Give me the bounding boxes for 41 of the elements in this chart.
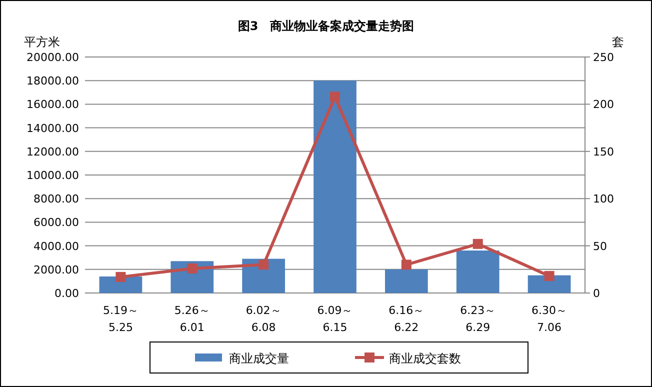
y-tick-label: 12000.00 — [26, 145, 79, 158]
y2-tick-label: 0 — [593, 287, 600, 300]
y-tick-label: 18000.00 — [26, 74, 79, 88]
point — [544, 271, 554, 282]
point — [401, 260, 412, 270]
point — [187, 263, 198, 274]
bar — [314, 80, 356, 293]
y2-tick-label: 100 — [593, 192, 614, 206]
y-axis-title: 平方米 — [24, 35, 60, 49]
chart-title: 图3 商业物业备案成交量走势图 — [238, 19, 414, 33]
point — [258, 260, 269, 270]
y2-tick-label: 150 — [593, 145, 614, 158]
x-tick-label: 6.02～6.08 — [246, 304, 282, 334]
y-tick-label: 14000.00 — [26, 122, 79, 135]
point — [330, 92, 340, 102]
x-tick-label: 5.19～5.25 — [102, 304, 138, 334]
x-tick-label: 6.09～6.15 — [317, 304, 353, 334]
y2-tick-label: 50 — [593, 240, 607, 253]
bar — [456, 250, 500, 293]
bar — [99, 276, 142, 293]
y-tick-label: 20000.00 — [26, 51, 79, 64]
x-tick-label: 6.16～6.22 — [388, 304, 424, 334]
y-tick-label: 2000.00 — [34, 263, 79, 276]
x-tick-label: 5.26～6.01 — [174, 304, 210, 334]
y-tick-label: 6000.00 — [34, 216, 79, 230]
y-tick-label: 0.00 — [54, 287, 79, 300]
y-tick-label: 8000.00 — [34, 192, 79, 206]
legend-label: 商业成交量 — [229, 352, 289, 366]
y2-tick-label: 250 — [593, 51, 614, 64]
point — [116, 272, 126, 282]
y-tick-label: 10000.00 — [26, 169, 79, 182]
legend-label: 商业成交套数 — [389, 352, 461, 366]
x-tick-label: 6.23～6.29 — [460, 304, 496, 334]
y-tick-label: 4000.00 — [34, 240, 79, 253]
y2-axis-title: 套 — [612, 35, 624, 49]
x-tick-label: 6.30～7.06 — [532, 304, 568, 334]
point — [472, 238, 483, 249]
bar — [385, 269, 428, 293]
y-tick-label: 16000.00 — [26, 98, 79, 112]
y2-tick-label: 200 — [593, 98, 614, 112]
bar — [528, 275, 571, 293]
